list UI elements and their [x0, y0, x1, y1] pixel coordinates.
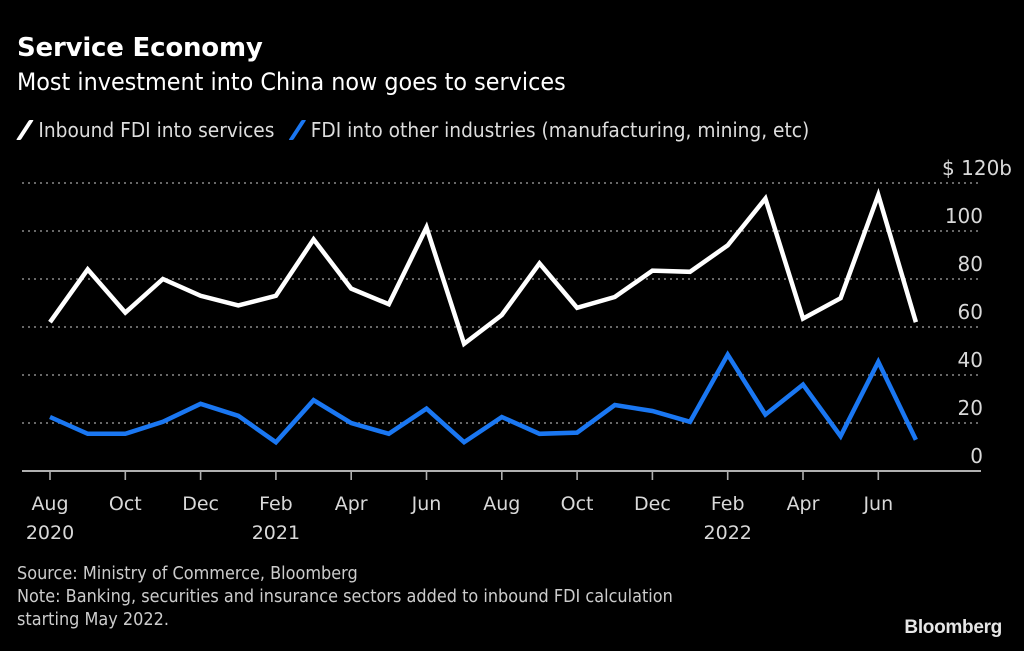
- y-tick-label: 0: [970, 444, 983, 468]
- series-line-other-industries: [49, 350, 918, 446]
- x-tick-label: Apr: [787, 493, 820, 515]
- x-tick-label: Apr: [335, 493, 368, 515]
- x-year-label: 2021: [252, 522, 300, 544]
- source-text: Source: Ministry of Commerce, Bloomberg: [17, 564, 358, 584]
- x-tick-label: Aug: [31, 493, 68, 515]
- legend-label-other: FDI into other industries (manufacturing…: [310, 118, 810, 142]
- y-tick-label: 40: [958, 348, 983, 372]
- x-tick-label: Jun: [862, 493, 893, 515]
- x-tick-label: Dec: [634, 493, 671, 515]
- note-text-line2: starting May 2022.: [17, 610, 170, 630]
- bloomberg-logo: Bloomberg: [904, 617, 1002, 638]
- chart-title: Service Economy: [17, 33, 263, 63]
- footer: Source: Ministry of Commerce, Bloomberg …: [17, 563, 673, 632]
- x-tick-label: Oct: [109, 493, 142, 515]
- legend-item-services: Inbound FDI into services: [16, 118, 275, 142]
- series-lines: [48, 187, 919, 446]
- note-text-line1: Note: Banking, securities and insurance …: [17, 587, 673, 607]
- x-tick-label: Dec: [182, 493, 219, 515]
- x-tick-label: Aug: [483, 493, 520, 515]
- x-tick-label: Jun: [411, 493, 442, 515]
- x-tick-label: Feb: [711, 493, 745, 515]
- gridlines: [22, 182, 981, 424]
- legend: Inbound FDI into services FDI into other…: [16, 118, 824, 142]
- legend-label-services: Inbound FDI into services: [38, 118, 275, 142]
- x-axis: Aug 2020 Oct Dec Feb 2021 Apr Jun Aug Oct Dec Feb 20…: [22, 470, 981, 544]
- x-year-label: 2022: [704, 522, 752, 544]
- x-tick-label: Oct: [561, 493, 594, 515]
- x-year-label: 2020: [26, 522, 74, 544]
- series-line-services: [48, 187, 919, 348]
- y-tick-label: $ 120b: [942, 156, 1012, 180]
- x-tick-label: Feb: [259, 493, 293, 515]
- y-axis-labels: 0 20 40 60 80 100 $ 120b: [942, 156, 1012, 468]
- y-tick-label: 80: [958, 252, 983, 276]
- legend-item-other: FDI into other industries (manufacturing…: [288, 118, 810, 142]
- y-tick-label: 60: [958, 300, 983, 324]
- chart-subtitle: Most investment into China now goes to s…: [17, 68, 566, 96]
- y-tick-label: 20: [958, 396, 983, 420]
- y-tick-label: 100: [945, 204, 983, 228]
